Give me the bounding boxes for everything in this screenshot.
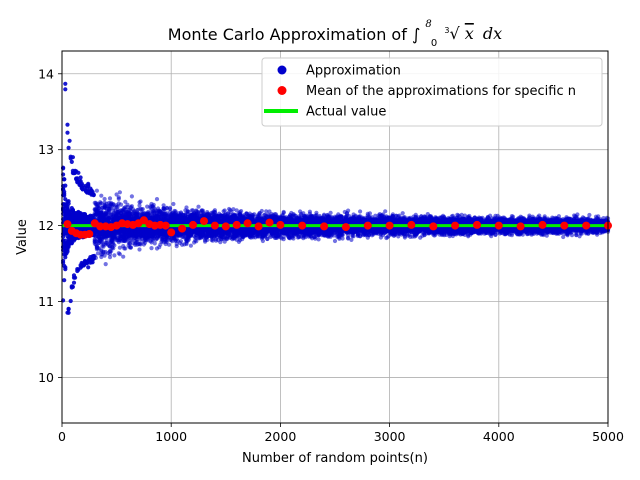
approximation-point — [63, 183, 68, 188]
approximation-point — [68, 298, 73, 304]
approximation-point — [75, 176, 80, 181]
title-lower-limit: 0 — [431, 38, 437, 49]
approximation-point — [102, 196, 107, 202]
approximation-point — [66, 201, 71, 206]
approximation-point — [149, 246, 154, 251]
approximation-point — [63, 265, 68, 270]
approximation-point — [103, 262, 108, 267]
title-root-index: 3 — [444, 26, 449, 35]
approximation-point — [99, 193, 104, 198]
approximation-point — [123, 246, 128, 251]
approximation-point — [140, 207, 145, 212]
approximation-point — [118, 202, 124, 207]
approximation-point — [171, 201, 176, 207]
title-upper-limit: 8 — [425, 19, 431, 30]
approximation-point — [259, 208, 264, 214]
approximation-point — [129, 194, 134, 199]
approximation-point — [178, 239, 184, 244]
approximation-point — [121, 254, 126, 259]
approximation-point — [116, 196, 121, 201]
approximation-point — [117, 190, 122, 195]
approximation-point — [154, 197, 160, 202]
approximation-point — [66, 310, 71, 315]
approximation-point — [65, 122, 70, 127]
title-differential: dx — [483, 24, 502, 43]
approximation-point — [239, 209, 244, 214]
approximation-point — [93, 255, 98, 260]
approximation-point — [107, 196, 113, 201]
approximation-point — [196, 204, 201, 209]
approximation-point — [95, 251, 101, 256]
approximation-point — [73, 275, 78, 280]
approximation-point — [260, 238, 265, 244]
approximation-point — [99, 201, 104, 206]
approximation-point — [67, 138, 72, 143]
title-radical: √ — [450, 24, 461, 43]
approximation-point — [66, 145, 71, 150]
approximation-point — [94, 188, 99, 193]
approximation-point — [90, 260, 95, 265]
approximation-point — [222, 208, 227, 213]
approximation-point — [91, 192, 96, 197]
approximation-point — [107, 255, 113, 260]
approximation-point — [62, 278, 67, 283]
approximation-point — [168, 205, 173, 210]
approximation-point — [86, 265, 91, 270]
chart-title: Monte Carlo Approximation of ∫ 8 0 3 √ x… — [168, 12, 502, 50]
approximation-point — [70, 284, 75, 289]
approximation-point — [152, 241, 157, 246]
approximation-point — [63, 81, 68, 86]
approximation-point — [166, 242, 172, 247]
approximation-point — [62, 177, 67, 182]
approximation-point — [188, 243, 193, 248]
approximation-point — [65, 130, 70, 135]
approximation-point — [151, 202, 156, 207]
approximation-point — [137, 247, 142, 252]
approximation-point — [69, 159, 74, 164]
approximation-point — [76, 170, 81, 175]
approximation-point — [138, 199, 143, 204]
approximation-point — [112, 253, 117, 258]
approximation-point — [62, 191, 67, 196]
approximation-point — [66, 306, 71, 311]
approximation-point — [128, 245, 133, 250]
title-radicand: x — [465, 24, 474, 43]
approximation-point — [78, 175, 83, 180]
approximation-point — [112, 243, 117, 248]
approximation-point — [63, 87, 68, 92]
approximation-point — [71, 280, 77, 285]
chart-title-text: Monte Carlo Approximation of ∫ — [168, 25, 420, 44]
approximation-point — [70, 155, 75, 160]
